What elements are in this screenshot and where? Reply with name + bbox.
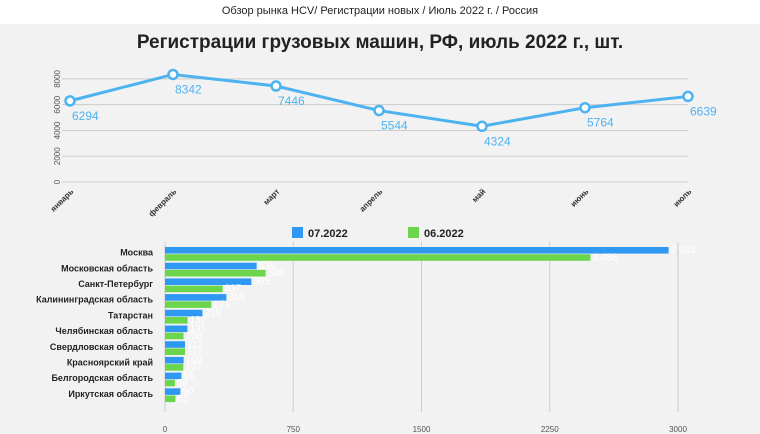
data-point — [270, 80, 282, 92]
bar — [165, 332, 184, 340]
bar — [165, 325, 188, 333]
bar — [165, 341, 186, 348]
value-label: 96 — [183, 371, 195, 382]
data-label: 6639 — [690, 104, 717, 118]
data-point — [476, 120, 488, 133]
value-label: 90 — [182, 386, 194, 397]
category-label: Санкт-Петербург — [78, 279, 153, 289]
bar — [165, 309, 203, 317]
x-tick-label: январь — [49, 187, 76, 214]
value-label: 132 — [190, 315, 207, 326]
bar — [165, 269, 266, 277]
bar — [165, 247, 669, 254]
bar — [165, 395, 176, 403]
y-tick-label: 2000 — [53, 147, 62, 165]
bar — [165, 294, 227, 301]
value-label: 505 — [253, 277, 270, 288]
y-tick-label: 4000 — [53, 121, 62, 139]
data-label: 5544 — [381, 119, 408, 133]
bar — [165, 379, 175, 387]
line-chart: Регистрации грузовых машин, РФ, июль 202… — [49, 32, 717, 219]
value-label: 108 — [185, 331, 202, 342]
chart-panel — [0, 24, 760, 434]
x-tick-label: июль — [672, 187, 694, 209]
data-label: 8342 — [175, 82, 202, 96]
bar — [165, 317, 188, 324]
bar — [165, 254, 591, 261]
y-tick-label: 0 — [53, 179, 62, 184]
legend-swatch — [292, 227, 303, 238]
x-tick-label: февраль — [147, 187, 179, 219]
data-label: 4324 — [484, 134, 511, 148]
value-label: 117 — [187, 347, 203, 358]
x-tick-label: июнь — [569, 187, 591, 209]
value-label: 588 — [268, 268, 285, 279]
category-label: Белгородская область — [51, 373, 153, 383]
value-label: 359 — [228, 292, 245, 303]
data-point — [373, 104, 385, 117]
value-label: 117 — [187, 339, 203, 350]
value-label: 131 — [189, 324, 206, 335]
data-label: 6294 — [72, 109, 99, 123]
x-tick-label: май — [470, 187, 487, 204]
x-tick-label: 750 — [287, 425, 301, 434]
chart-title: Регистрации грузовых машин, РФ, июль 202… — [137, 32, 623, 53]
value-label: 271 — [213, 299, 230, 310]
x-tick-label: 0 — [163, 425, 168, 434]
value-label: 58 — [177, 378, 189, 389]
bar — [165, 388, 181, 395]
y-tick-label: 6000 — [53, 95, 62, 113]
data-label: 5764 — [587, 116, 614, 130]
bar — [165, 262, 257, 270]
value-label: 219 — [204, 308, 221, 319]
y-tick-label: 8000 — [53, 69, 62, 87]
legend-swatch — [408, 227, 419, 238]
category-label: Москва — [120, 248, 154, 258]
x-tick-label: 2250 — [541, 425, 559, 434]
x-tick-label: 1500 — [413, 425, 431, 434]
value-label: 109 — [186, 355, 203, 366]
category-label: Татарстан — [108, 310, 153, 320]
category-label: Московская область — [61, 263, 153, 273]
data-point — [579, 101, 591, 114]
x-tick-label: март — [262, 187, 282, 207]
data-point — [64, 95, 76, 107]
x-tick-label: 3000 — [669, 425, 687, 434]
category-label: Челябинская область — [55, 326, 153, 336]
data-point — [167, 68, 179, 81]
bar — [165, 301, 212, 308]
legend-label: 06.2022 — [424, 228, 464, 240]
bar — [165, 348, 186, 355]
bar — [165, 356, 184, 364]
bar — [165, 278, 252, 285]
value-label: 337 — [225, 284, 242, 295]
category-label: Свердловская область — [50, 342, 154, 352]
bar-chart: 07.2022 06.2022 Москва Московская область С… — [36, 227, 696, 434]
legend-label: 07.2022 — [308, 228, 348, 240]
value-label: 2 945 — [671, 245, 696, 256]
value-label: 536 — [259, 261, 276, 272]
data-point — [682, 90, 694, 103]
category-label: Красноярский край — [67, 358, 153, 368]
bar — [165, 364, 184, 371]
bar — [165, 285, 223, 293]
data-label: 7446 — [278, 94, 305, 108]
x-tick-label: апрель — [358, 187, 385, 214]
category-label: Калининградская область — [36, 295, 153, 305]
page-header: Обзор рынка HCV/ Регистрации новых / Июл… — [221, 5, 539, 17]
value-label: 2 488 — [592, 252, 617, 263]
bar — [165, 372, 182, 380]
value-label: 107 — [185, 362, 202, 373]
value-label: 61 — [177, 394, 189, 405]
category-label: Иркутская область — [68, 389, 153, 399]
